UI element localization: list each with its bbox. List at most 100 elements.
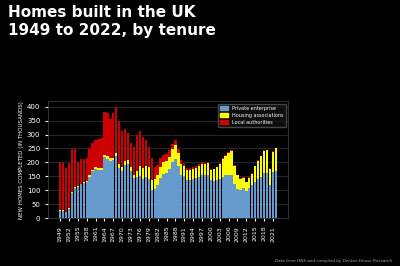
Bar bbox=[266, 173, 268, 218]
Bar bbox=[168, 150, 171, 157]
Bar bbox=[59, 161, 61, 210]
Bar bbox=[275, 171, 277, 218]
Bar bbox=[254, 182, 256, 218]
Bar bbox=[118, 164, 120, 168]
Bar bbox=[94, 140, 97, 167]
Bar bbox=[68, 163, 70, 208]
Bar bbox=[162, 173, 165, 218]
Bar bbox=[154, 179, 156, 189]
Bar bbox=[257, 160, 259, 161]
Bar bbox=[74, 187, 76, 188]
Bar bbox=[266, 150, 268, 173]
Bar bbox=[160, 178, 162, 218]
Bar bbox=[201, 176, 203, 218]
Bar bbox=[156, 165, 159, 175]
Bar bbox=[59, 210, 61, 211]
Bar bbox=[180, 176, 182, 218]
Bar bbox=[156, 185, 159, 218]
Text: Homes built in the UK
1949 to 2022, by tenure: Homes built in the UK 1949 to 2022, by t… bbox=[8, 5, 216, 38]
Bar bbox=[272, 152, 274, 172]
Bar bbox=[139, 131, 141, 166]
Bar bbox=[142, 168, 144, 179]
Bar bbox=[233, 165, 236, 166]
Y-axis label: NEW HOMES COMPLETED (IN THOUSANDS): NEW HOMES COMPLETED (IN THOUSANDS) bbox=[19, 101, 24, 219]
Bar bbox=[218, 179, 221, 218]
Bar bbox=[65, 212, 67, 218]
Bar bbox=[136, 135, 138, 171]
Bar bbox=[245, 182, 248, 191]
Bar bbox=[239, 190, 242, 218]
Bar bbox=[160, 159, 162, 167]
Bar bbox=[224, 155, 227, 156]
Bar bbox=[272, 151, 274, 152]
Bar bbox=[156, 175, 159, 185]
Bar bbox=[224, 176, 227, 218]
Bar bbox=[218, 164, 221, 179]
Bar bbox=[62, 163, 64, 210]
Bar bbox=[106, 113, 108, 156]
Bar bbox=[222, 158, 224, 159]
Bar bbox=[171, 144, 174, 149]
Bar bbox=[171, 149, 174, 161]
Bar bbox=[100, 168, 103, 170]
Bar bbox=[222, 177, 224, 218]
Bar bbox=[239, 178, 242, 179]
Bar bbox=[59, 211, 61, 218]
Bar bbox=[162, 155, 165, 162]
Bar bbox=[165, 154, 168, 161]
Bar bbox=[77, 161, 79, 186]
Bar bbox=[251, 173, 254, 174]
Bar bbox=[74, 149, 76, 187]
Bar bbox=[154, 167, 156, 179]
Bar bbox=[165, 173, 168, 218]
Bar bbox=[230, 151, 233, 175]
Bar bbox=[74, 188, 76, 218]
Bar bbox=[145, 140, 147, 166]
Bar bbox=[269, 169, 271, 185]
Bar bbox=[174, 159, 176, 218]
Bar bbox=[127, 134, 129, 160]
Bar bbox=[207, 163, 209, 175]
Bar bbox=[150, 190, 153, 218]
Bar bbox=[251, 185, 254, 218]
Bar bbox=[106, 156, 108, 159]
Bar bbox=[109, 119, 112, 159]
Bar bbox=[189, 168, 191, 170]
Bar bbox=[130, 171, 132, 218]
Bar bbox=[103, 155, 106, 157]
Bar bbox=[213, 169, 215, 181]
Bar bbox=[121, 131, 123, 167]
Bar bbox=[180, 164, 182, 176]
Bar bbox=[210, 169, 212, 170]
Bar bbox=[88, 148, 91, 176]
Bar bbox=[201, 164, 203, 176]
Bar bbox=[97, 168, 100, 170]
Bar bbox=[177, 153, 180, 166]
Bar bbox=[142, 137, 144, 168]
Bar bbox=[94, 167, 97, 169]
Bar bbox=[124, 165, 126, 218]
Bar bbox=[133, 178, 135, 218]
Bar bbox=[257, 161, 259, 179]
Bar bbox=[198, 166, 200, 177]
Bar bbox=[204, 163, 206, 164]
Bar bbox=[195, 168, 197, 178]
Bar bbox=[189, 170, 191, 180]
Bar bbox=[174, 140, 176, 146]
Bar bbox=[118, 168, 120, 218]
Bar bbox=[150, 158, 153, 180]
Bar bbox=[103, 112, 106, 155]
Legend: Private enterprise, Housing associations, Local authorities: Private enterprise, Housing associations… bbox=[218, 103, 286, 127]
Bar bbox=[248, 188, 250, 218]
Bar bbox=[272, 172, 274, 218]
Bar bbox=[130, 143, 132, 167]
Bar bbox=[148, 179, 150, 218]
Bar bbox=[112, 113, 114, 158]
Bar bbox=[121, 171, 123, 218]
Bar bbox=[86, 182, 88, 218]
Bar bbox=[236, 175, 239, 176]
Bar bbox=[82, 182, 85, 183]
Bar bbox=[230, 150, 233, 151]
Bar bbox=[201, 162, 203, 164]
Bar bbox=[204, 164, 206, 176]
